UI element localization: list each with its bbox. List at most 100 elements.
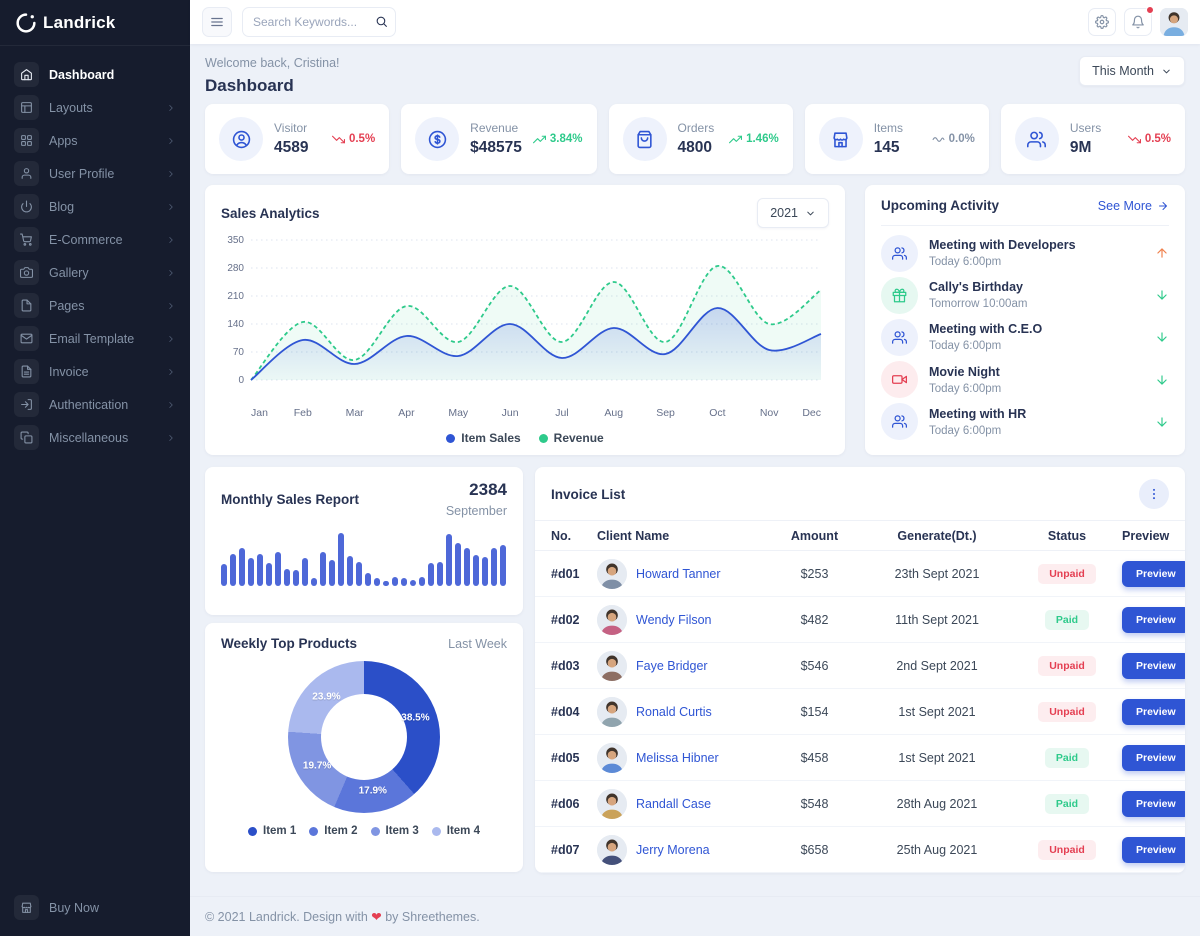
file-icon bbox=[14, 293, 39, 318]
revenue-line bbox=[250, 265, 822, 381]
legend-item-2[interactable]: Item 2 bbox=[309, 825, 358, 837]
stat-delta: 0.5% bbox=[331, 133, 375, 146]
wave-icon bbox=[932, 133, 945, 146]
table-row: #d07 Jerry Morena $658 25th Aug 2021 Unp… bbox=[535, 827, 1185, 873]
bar bbox=[365, 573, 371, 586]
user-avatar[interactable] bbox=[1160, 8, 1188, 36]
search-input[interactable] bbox=[242, 7, 396, 37]
stat-label: Orders bbox=[677, 121, 715, 135]
notifications-button[interactable] bbox=[1124, 6, 1154, 36]
status-badge: Unpaid bbox=[1038, 701, 1096, 722]
sidebar-item-dashboard[interactable]: Dashboard bbox=[0, 58, 190, 91]
legend-dot bbox=[446, 433, 456, 443]
arrow-right-icon bbox=[1157, 200, 1169, 212]
see-more-link[interactable]: See More bbox=[1098, 199, 1169, 213]
preview-button[interactable]: Preview bbox=[1122, 744, 1185, 771]
sidebar-item-user-profile[interactable]: User Profile bbox=[0, 157, 190, 190]
sidebar-item-gallery[interactable]: Gallery bbox=[0, 256, 190, 289]
sidebar-toggle-button[interactable] bbox=[202, 7, 232, 37]
invoice-amount: $482 bbox=[800, 612, 829, 627]
users-icon bbox=[881, 318, 918, 356]
y-axis-tick-label: 350 bbox=[227, 235, 244, 246]
bar bbox=[248, 558, 254, 586]
invoice-date: 1st Sept 2021 bbox=[898, 750, 976, 765]
buy-now-button[interactable]: Buy Now bbox=[0, 885, 190, 936]
activity-item[interactable]: Movie Night Today 6:00pm bbox=[881, 361, 1169, 399]
menu-icon bbox=[210, 15, 224, 29]
bar bbox=[383, 580, 389, 586]
invoice-menu-button[interactable] bbox=[1139, 479, 1169, 509]
sidebar-item-authentication[interactable]: Authentication bbox=[0, 388, 190, 421]
activity-item[interactable]: Meeting with C.E.O Today 6:00pm bbox=[881, 318, 1169, 356]
footer-text: © 2021 Landrick. Design with bbox=[205, 910, 368, 924]
activity-item[interactable]: Meeting with HR Today 6:00pm bbox=[881, 403, 1169, 441]
sidebar-item-layouts[interactable]: Layouts bbox=[0, 91, 190, 124]
content: Welcome back, Cristina! Dashboard This M… bbox=[190, 44, 1200, 896]
client-name-link[interactable]: Howard Tanner bbox=[636, 566, 721, 581]
preview-button[interactable]: Preview bbox=[1122, 606, 1185, 633]
client-avatar bbox=[597, 696, 627, 727]
legend-item-4[interactable]: Item 4 bbox=[431, 825, 480, 837]
client-name-link[interactable]: Wendy Filson bbox=[636, 612, 712, 627]
sidebar-item-label: Blog bbox=[49, 199, 75, 214]
gift-icon bbox=[881, 276, 918, 314]
activity-time: Tomorrow 10:00am bbox=[929, 298, 1028, 311]
bar bbox=[428, 562, 434, 586]
client-name-link[interactable]: Melissa Hibner bbox=[636, 750, 719, 765]
year-select[interactable]: 2021 bbox=[757, 198, 829, 228]
search-icon[interactable] bbox=[375, 15, 388, 28]
client-name-link[interactable]: Randall Case bbox=[636, 796, 712, 811]
sidebar-item-label: Dashboard bbox=[49, 67, 115, 82]
weekly-period-label: Last Week bbox=[448, 636, 507, 651]
chevron-right-icon bbox=[166, 400, 176, 410]
sidebar-item-apps[interactable]: Apps bbox=[0, 124, 190, 157]
bar bbox=[275, 552, 281, 586]
stat-value: 4800 bbox=[677, 139, 712, 156]
sidebar-item-pages[interactable]: Pages bbox=[0, 289, 190, 322]
sidebar-item-e-commerce[interactable]: E-Commerce bbox=[0, 223, 190, 256]
bar bbox=[239, 548, 245, 586]
preview-button[interactable]: Preview bbox=[1122, 836, 1185, 863]
legend-item-1[interactable]: Item 1 bbox=[248, 825, 296, 837]
layout-icon bbox=[14, 95, 39, 120]
activity-item[interactable]: Cally's Birthday Tomorrow 10:00am bbox=[881, 276, 1169, 314]
invoice-amount: $458 bbox=[800, 750, 829, 765]
bar bbox=[347, 555, 353, 586]
legend-item-sales[interactable]: Item Sales bbox=[446, 431, 521, 445]
client-name-link[interactable]: Ronald Curtis bbox=[636, 704, 712, 719]
bar bbox=[473, 554, 479, 586]
upcoming-activity-title: Upcoming Activity bbox=[881, 198, 1000, 213]
invoice-number: #d01 bbox=[551, 566, 580, 581]
activity-item[interactable]: Meeting with Developers Today 6:00pm bbox=[881, 234, 1169, 272]
legend-revenue[interactable]: Revenue bbox=[538, 431, 604, 445]
preview-button[interactable]: Preview bbox=[1122, 560, 1185, 587]
bag-icon bbox=[622, 117, 667, 161]
preview-button[interactable]: Preview bbox=[1122, 698, 1185, 725]
brand-logo[interactable]: Landrick bbox=[0, 0, 190, 46]
bar bbox=[374, 578, 380, 586]
donut-hole bbox=[321, 694, 407, 780]
preview-button[interactable]: Preview bbox=[1122, 652, 1185, 679]
sidebar-item-label: User Profile bbox=[49, 166, 115, 181]
table-row: #d03 Faye Bridger $546 2nd Sept 2021 Unp… bbox=[535, 643, 1185, 689]
power-icon bbox=[14, 194, 39, 219]
client-name-link[interactable]: Faye Bridger bbox=[636, 658, 708, 673]
sidebar-item-invoice[interactable]: Invoice bbox=[0, 355, 190, 388]
settings-button[interactable] bbox=[1088, 8, 1116, 36]
x-axis-tick-label: Sep bbox=[656, 407, 675, 419]
sidebar-item-miscellaneous[interactable]: Miscellaneous bbox=[0, 421, 190, 454]
monthly-sales-title: Monthly Sales Report bbox=[221, 491, 360, 507]
users-icon bbox=[881, 234, 918, 272]
sidebar-item-blog[interactable]: Blog bbox=[0, 190, 190, 223]
period-select[interactable]: This Month bbox=[1079, 56, 1185, 86]
preview-button[interactable]: Preview bbox=[1122, 790, 1185, 817]
chevron-right-icon bbox=[166, 433, 176, 443]
invoice-date: 23th Sept 2021 bbox=[894, 566, 980, 581]
legend-item-3[interactable]: Item 3 bbox=[370, 825, 419, 837]
bar bbox=[464, 547, 470, 586]
y-axis-tick-label: 280 bbox=[227, 263, 244, 274]
sidebar-item-email-template[interactable]: Email Template bbox=[0, 322, 190, 355]
client-name-link[interactable]: Jerry Morena bbox=[636, 842, 710, 857]
sidebar-nav: Dashboard Layouts Apps User Profile Blog… bbox=[0, 46, 190, 885]
brand-name: Landrick bbox=[43, 12, 116, 32]
